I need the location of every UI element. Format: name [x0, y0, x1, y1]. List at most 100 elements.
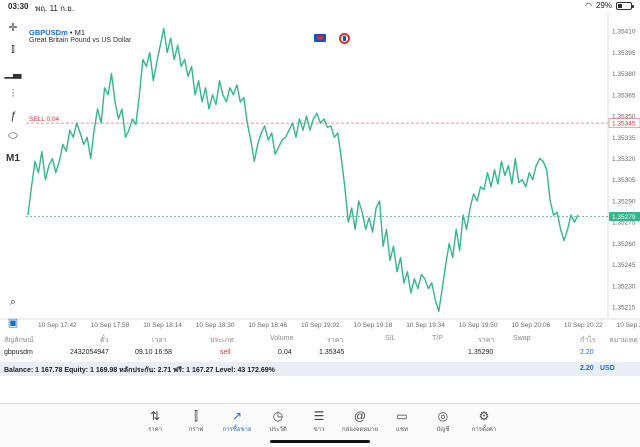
candles-icon: ⫿ — [194, 409, 198, 423]
col-profit: กำไร — [580, 337, 596, 344]
clock-icon: ◷ — [272, 409, 284, 423]
price-tick-label: 1.35335 — [612, 135, 636, 142]
nav-history[interactable]: ◷ ประวัติ — [258, 408, 298, 434]
news-icon: ☰ — [313, 409, 325, 423]
nav-chart-label: กราฟ — [188, 427, 204, 433]
objects-icon[interactable]: ⬭ — [8, 129, 18, 142]
price-tick-label: 1.35215 — [612, 305, 636, 312]
wifi-icon: ◠ — [585, 1, 592, 10]
nav-mailbox-label: กล่องจดหมาย — [341, 427, 379, 433]
row-current-price: 1.35290 — [468, 349, 494, 356]
flag-icon[interactable] — [314, 34, 326, 42]
time-tick-label: 10 Sep 19:50 — [459, 322, 498, 329]
trade-icon[interactable]: ▣ — [7, 316, 19, 329]
time-tick-label: 10 Sep 19:34 — [406, 322, 445, 329]
col-volume: Volume — [270, 335, 294, 342]
price-tick-label: 1.35260 — [612, 241, 636, 248]
nav-settings-label: การตั้งค่า — [471, 427, 497, 433]
chart-toolbar: ✛ ⫾ ▁▃ ⫶ ƒ ⬭ M1 ⌕ ▣ — [0, 13, 26, 333]
time-axis-labels: 10 Sep 17:42 10 Sep 17:58 10 Sep 18:14 10 S… — [38, 322, 640, 329]
nav-trade[interactable]: ↗ การซื้อขาย — [217, 408, 257, 434]
row-open-price: 1.35345 — [319, 349, 345, 356]
at-icon: @ — [353, 409, 367, 423]
price-tick-label: 1.35290 — [612, 198, 636, 205]
bar-chart-icon[interactable]: ▁▃ — [4, 66, 22, 79]
col-swap: Swap — [513, 335, 531, 342]
status-time: 03:30 — [8, 2, 29, 11]
current-price-tag-text: 1.35279 — [612, 214, 636, 221]
status-bar: 03:30 พฤ. 11 ก.ย. ◠ 29% — [0, 0, 640, 13]
col-sl: S/L — [385, 335, 396, 342]
row-type: sell — [220, 349, 231, 356]
price-tick-label: 1.35230 — [612, 283, 636, 290]
function-icon[interactable]: ƒ — [9, 110, 17, 122]
time-tick-label: 10 Sep 18:46 — [248, 322, 287, 329]
price-series-line — [27, 27, 579, 312]
nav-quotes-label: ราคา — [148, 427, 162, 433]
status-right: ◠ 29% — [585, 1, 634, 10]
candlestick-icon[interactable]: ⫾ — [11, 42, 15, 55]
crosshair-icon[interactable]: ✛ — [8, 21, 18, 34]
timeframe-button[interactable]: M1 — [6, 152, 20, 164]
nav-news[interactable]: ☰ ข่าว — [299, 408, 339, 434]
nav-news-label: ข่าว — [313, 427, 325, 433]
row-ticket: 2432054947 — [70, 349, 109, 356]
chart-area[interactable]: 1.35410 1.35395 1.35380 1.35365 1.35350 1.353… — [0, 13, 640, 333]
nav-chart[interactable]: ⫿ กราฟ — [176, 408, 216, 434]
price-chart[interactable]: 1.354101.353951.353801.353651.353501.353… — [0, 13, 640, 333]
price-tick-label: 1.35320 — [612, 156, 636, 163]
col-tp: T/P — [432, 335, 443, 342]
col-type: ประเภท — [210, 337, 234, 344]
row-volume: 0.04 — [278, 349, 292, 356]
balance-text: Balance: 1 167.78 Equity: 1 169.98 หลักป… — [4, 367, 275, 374]
row-symbol: gbpusdm — [4, 349, 33, 356]
battery-percent: 29% — [595, 1, 612, 10]
time-tick-label: 10 Sep 20:06 — [511, 322, 550, 329]
col-time: เวลา — [152, 337, 167, 344]
time-tick-label: 10 Sep 20:3 — [617, 322, 640, 329]
sell-price-tag — [608, 118, 640, 128]
col-ticket: ตั๋ว — [100, 337, 109, 344]
price-tick-label: 1.35365 — [612, 92, 636, 99]
position-row[interactable]: gbpusdm 2432054947 09.10 16:58 sell 0.04… — [0, 347, 640, 360]
price-tick-label: 1.35245 — [612, 262, 636, 269]
one-click-trading-icon[interactable] — [339, 33, 350, 44]
nav-account[interactable]: ◎ บัญชี — [423, 408, 463, 434]
battery-icon — [616, 1, 634, 10]
col-price: ราคา — [327, 337, 344, 344]
sell-price-tag-text: 1.35345 — [612, 120, 636, 127]
updown-arrows-icon: ⇅ — [149, 409, 161, 423]
nav-history-label: ประวัติ — [269, 427, 287, 433]
price-axis-labels: 1.354101.353951.353801.353651.353501.353… — [612, 29, 636, 312]
account-icon: ◎ — [437, 409, 449, 423]
symbol-title: GBPUSDm • M1 — [29, 28, 85, 37]
balance-row: Balance: 1 167.78 Equity: 1 169.98 หลักป… — [0, 362, 640, 376]
gear-icon: ⚙ — [478, 409, 490, 423]
nav-trade-label: การซื้อขาย — [222, 427, 252, 433]
time-tick-label: 10 Sep 18:14 — [143, 322, 182, 329]
nav-settings[interactable]: ⚙ การตั้งค่า — [464, 408, 504, 434]
time-tick-label: 10 Sep 19:02 — [301, 322, 340, 329]
time-tick-label: 10 Sep 19:18 — [354, 322, 393, 329]
bottom-nav: ⇅ ราคา ⫿ กราฟ ↗ การซื้อขาย ◷ ประวัติ ☰ ข… — [0, 403, 640, 447]
time-tick-label: 10 Sep 18:30 — [196, 322, 235, 329]
nav-account-label: บัญชี — [436, 427, 450, 433]
nav-chat[interactable]: ▭ แชท — [382, 408, 422, 434]
positions-header: สัญลักษณ์ ตั๋ว เวลา ประเภท Volume ราคา S… — [0, 333, 640, 347]
balance-profit: 2.20 — [580, 365, 594, 372]
indicators-icon[interactable]: ⫶ — [11, 87, 15, 100]
row-profit: 2.20 — [580, 349, 594, 356]
home-indicator — [270, 440, 370, 443]
price-tick-label: 1.35305 — [612, 177, 636, 184]
col-comment: หมายเหตุ — [609, 337, 638, 344]
col-current-price: ราคา — [478, 337, 495, 344]
nav-mailbox[interactable]: @ กล่องจดหมาย — [340, 408, 380, 434]
price-tick-label: 1.35350 — [612, 114, 636, 121]
sell-label: SELL 0.04 — [29, 116, 60, 123]
time-tick-label: 10 Sep 17:58 — [91, 322, 130, 329]
price-tick-label: 1.35380 — [612, 71, 636, 78]
chat-icon: ▭ — [396, 409, 408, 423]
nav-quotes[interactable]: ⇅ ราคา — [135, 408, 175, 434]
symbol-name: GBPUSDm — [29, 28, 68, 37]
search-icon[interactable]: ⌕ — [9, 295, 17, 308]
